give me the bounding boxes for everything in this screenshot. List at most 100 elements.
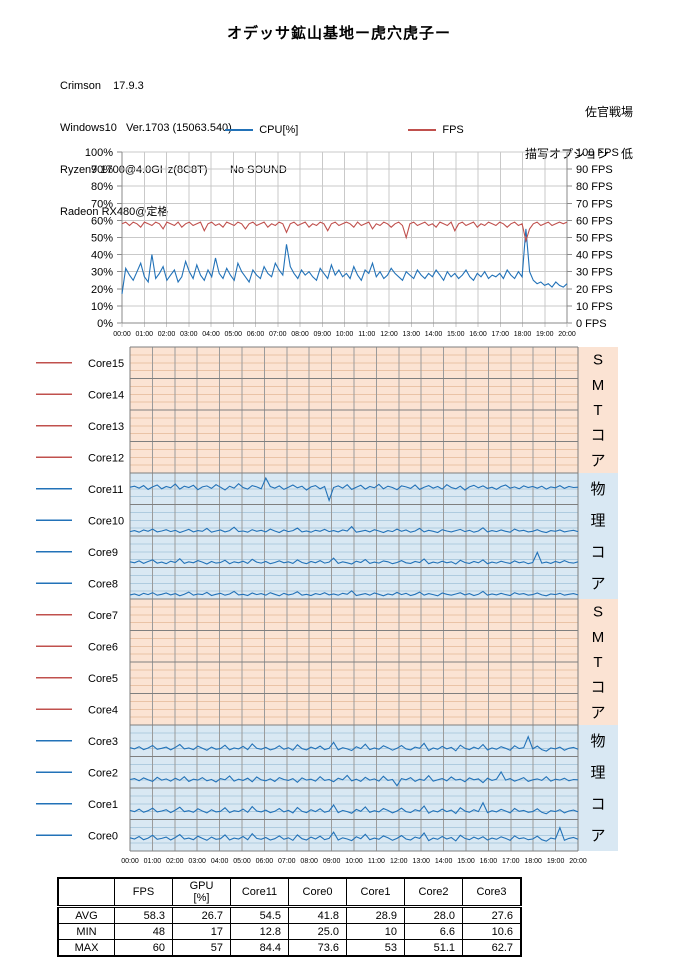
core-series-line-core9	[129, 551, 579, 565]
y-right-tick-label: 30 FPS	[576, 267, 613, 279]
x-tick-label: 10:00	[345, 858, 363, 865]
cpu-line-swatch-icon	[225, 129, 254, 131]
stats-value-cell: 10.6	[462, 923, 522, 940]
y-left-tick-label: 60%	[91, 215, 113, 227]
x-tick-label: 19:00	[547, 858, 565, 865]
x-tick-label: 12:00	[380, 331, 398, 338]
section-label-char: 物	[590, 733, 605, 750]
stats-value-cell: 73.6	[288, 939, 347, 957]
stats-row-label: AVG	[57, 906, 115, 924]
stats-value-cell: 28.9	[346, 906, 405, 924]
x-tick-label: 20:00	[569, 858, 587, 865]
x-tick-label: 05:00	[224, 331, 242, 338]
stats-col-header: Core0	[288, 877, 347, 908]
cpu-fps-chart: 100% 90% 80% 70% 60% 50% 40% 30% 20% 10% 0% 100 FPS…	[85, 147, 619, 338]
y-right-tick-label: 10 FPS	[576, 301, 613, 313]
x-tick-label: 04:00	[202, 331, 220, 338]
core-label-core9: Core9	[88, 547, 118, 559]
stats-value-cell: 41.8	[288, 906, 347, 924]
x-tick-label: 09:00	[313, 331, 331, 338]
stats-value-cell: 12.8	[230, 923, 289, 940]
system-info: Crimson 17.9.3 Windows10 Ver.1703 (15063…	[60, 51, 287, 233]
x-tick-label: 07:00	[269, 331, 287, 338]
y-left-tick-label: 10%	[91, 301, 113, 313]
stats-col-header: Core2	[404, 877, 463, 908]
x-tick-label: 14:00	[435, 858, 453, 865]
core-series-line-core3	[129, 735, 579, 752]
per-core-usage-chart: Core15 Core14 Core13 Core12 Core11 Core10 Core…	[36, 346, 618, 865]
x-tick-label: 00:00	[113, 331, 131, 338]
y-right-tick-label: 0 FPS	[576, 318, 607, 330]
x-tick-label: 20:00	[558, 331, 576, 338]
stats-value-cell: 17	[172, 923, 231, 940]
x-tick-label: 18:00	[524, 858, 542, 865]
section-label-char: コ	[590, 679, 605, 696]
x-tick-label: 08:00	[300, 858, 318, 865]
x-tick-label: 19:00	[536, 331, 554, 338]
legend-label-cpu: CPU[%]	[259, 124, 299, 136]
chart-legend: CPU[%] FPS	[122, 124, 567, 136]
core-chart-grid	[129, 346, 579, 852]
y-left-tick-label: 20%	[91, 284, 113, 296]
section-label-char: 理	[590, 764, 605, 781]
section-label-char: M	[592, 629, 605, 646]
core-label-core13: Core13	[88, 421, 124, 433]
x-tick-label: 01:00	[135, 331, 153, 338]
core-label-core4: Core4	[88, 704, 118, 716]
core-chart-series	[129, 476, 579, 842]
cpu-sound-row: Ryzen7 1700@4.0GHz(8C8T) No SOUND	[60, 163, 287, 177]
section-label-char: ア	[590, 827, 605, 844]
stats-table: FPS GPU [%] Core11 Core0 Core1 Core2 Core3 AVG 5…	[57, 877, 522, 957]
gpu-spec: Radeon RX480@定格	[60, 206, 169, 218]
cpu-spec: Ryzen7 1700@4.0GHz(8C8T)	[60, 164, 208, 176]
x-tick-label: 03:00	[180, 331, 198, 338]
fps-series-line	[121, 221, 568, 244]
y-right-tick-label: 40 FPS	[576, 250, 613, 262]
core-label-core11: Core11	[88, 484, 123, 496]
stats-value-cell: 26.7	[172, 906, 231, 924]
x-tick-label: 06:00	[256, 858, 274, 865]
y-left-tick-label: 40%	[91, 250, 113, 262]
core-label-core7: Core7	[88, 610, 118, 622]
x-tick-label: 06:00	[247, 331, 265, 338]
x-tick-label: 02:00	[166, 858, 184, 865]
x-tick-label: 18:00	[514, 331, 532, 338]
section-label-char: S	[593, 352, 603, 369]
stats-value-cell: 28.0	[404, 906, 463, 924]
stats-value-cell: 48	[114, 923, 173, 940]
x-tick-label: 09:00	[323, 858, 341, 865]
x-tick-label: 07:00	[278, 858, 296, 865]
core-label-core1: Core1	[88, 799, 118, 811]
core-series-line-core2	[129, 770, 579, 787]
stats-value-cell: 60	[114, 939, 173, 957]
core-series-line-core8	[129, 590, 579, 597]
x-tick-label: 15:00	[447, 331, 465, 338]
core-label-core12: Core12	[88, 452, 124, 464]
core-label-core10: Core10	[88, 515, 124, 527]
section-label-char: コ	[590, 427, 605, 444]
x-tick-label: 11:00	[368, 858, 385, 865]
section-label-char: T	[593, 402, 602, 419]
x-tick-label: 16:00	[480, 858, 498, 865]
y-right-tick-label: 20 FPS	[576, 284, 613, 296]
x-tick-label: 17:00	[502, 858, 520, 865]
x-tick-label: 00:00	[121, 858, 139, 865]
stats-col-header: FPS	[114, 877, 173, 908]
x-tick-label: 04:00	[211, 858, 229, 865]
section-label-char: T	[593, 654, 602, 671]
x-tick-label: 08:00	[291, 331, 309, 338]
y-left-tick-label: 90%	[91, 164, 113, 176]
legend-item-fps: FPS	[408, 124, 464, 136]
section-label-strip	[578, 599, 618, 725]
core-label-core3: Core3	[88, 736, 118, 748]
core-label-core6: Core6	[88, 641, 118, 653]
stats-row-label: MAX	[57, 939, 115, 957]
core-series-line-core10	[129, 525, 579, 534]
section-label-char: 理	[590, 512, 605, 529]
stats-col-header: Core1	[346, 877, 405, 908]
stats-value-cell: 6.6	[404, 923, 463, 940]
core-label-core14: Core14	[88, 389, 124, 401]
core-series-line-core0	[129, 826, 579, 842]
section-label-char: コ	[590, 796, 605, 813]
core-label-core0: Core0	[88, 830, 118, 842]
